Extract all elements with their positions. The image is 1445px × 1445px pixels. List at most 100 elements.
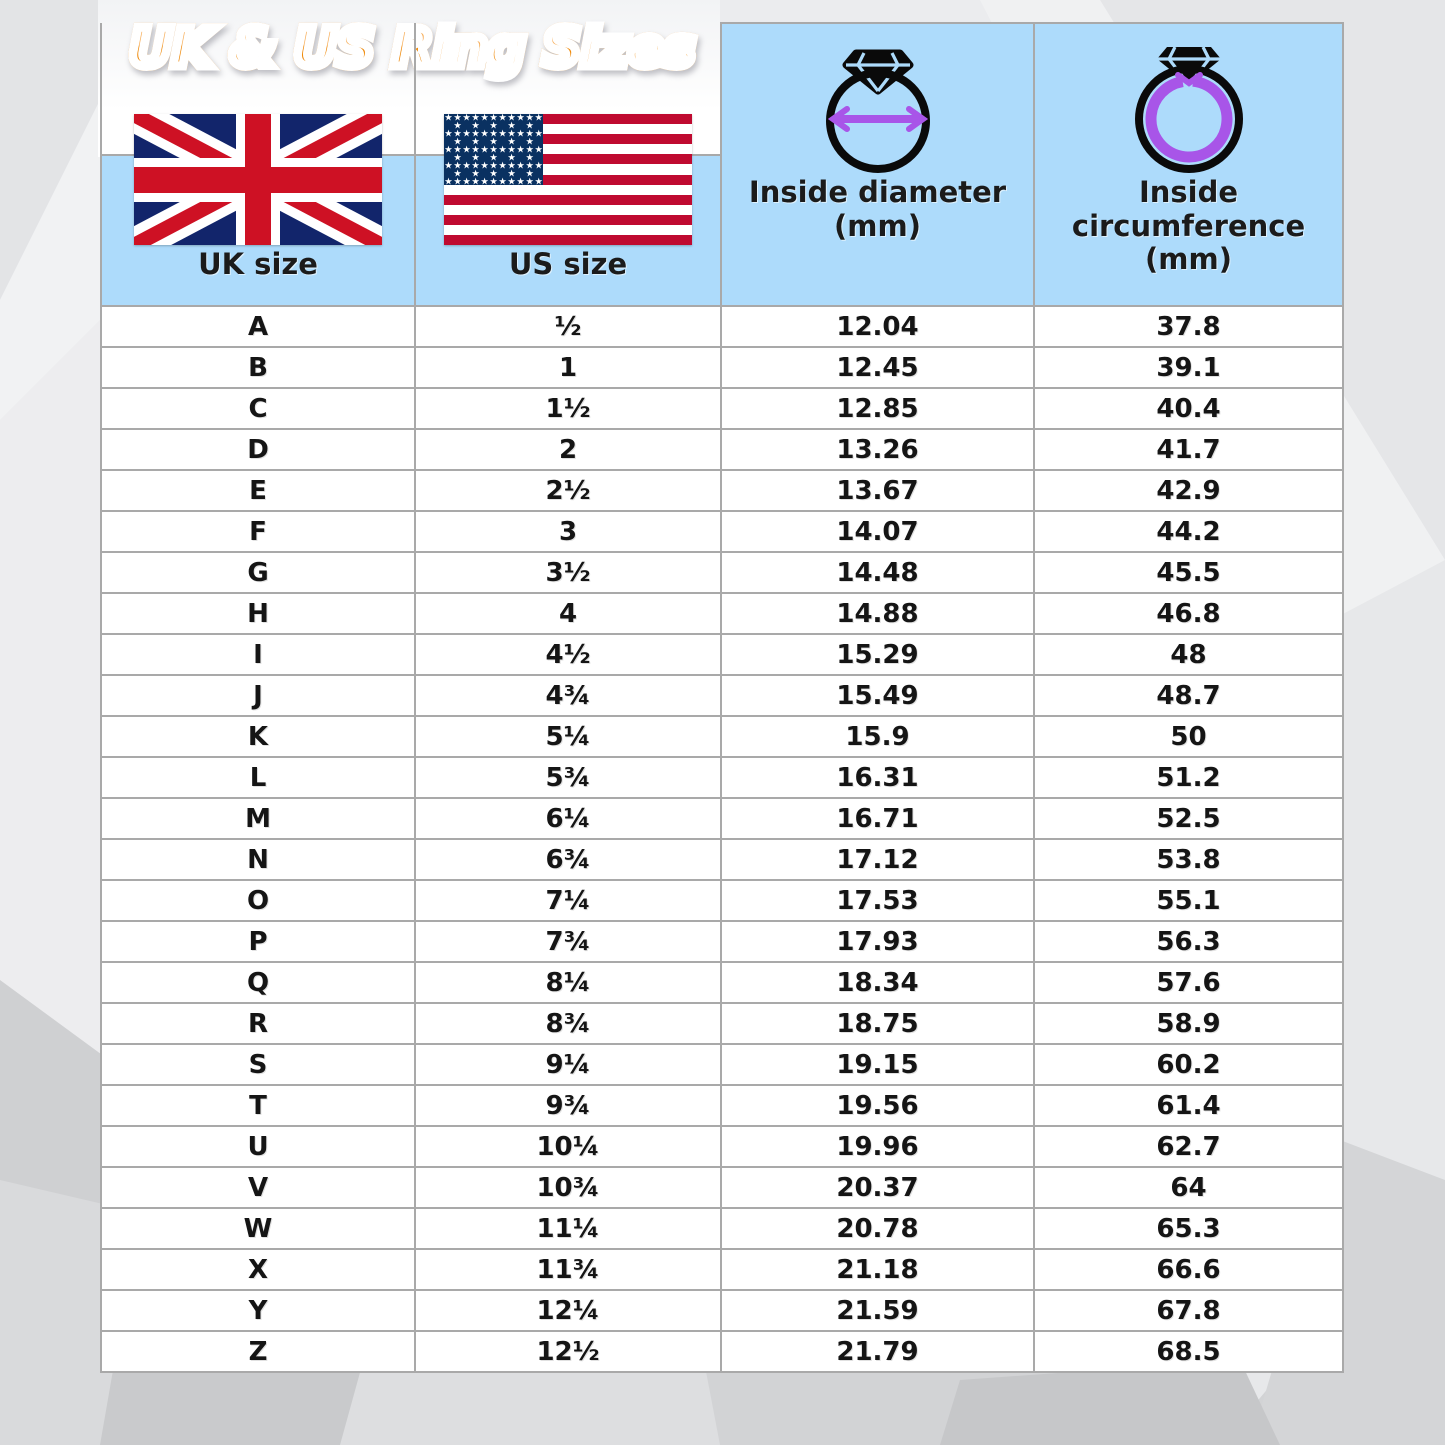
inside-diameter-cell: 20.78 xyxy=(720,1207,1035,1250)
inside-diameter-cell: 17.12 xyxy=(720,838,1035,881)
inside-diameter-cell: 17.93 xyxy=(720,920,1035,963)
table-row: C 1½ 12.85 40.4 xyxy=(100,387,1344,430)
uk-size-cell: Q xyxy=(100,961,416,1004)
inside-diameter-cell: 12.04 xyxy=(720,305,1035,348)
uk-size-cell: R xyxy=(100,1002,416,1045)
table-row: D 2 13.26 41.7 xyxy=(100,428,1344,471)
uk-size-cell: F xyxy=(100,510,416,553)
column-header-inside-diameter: Inside diameter (mm) xyxy=(720,22,1035,307)
uk-size-cell: V xyxy=(100,1166,416,1209)
uk-size-cell: G xyxy=(100,551,416,594)
inside-diameter-cell: 15.49 xyxy=(720,674,1035,717)
inside-diameter-cell: 12.85 xyxy=(720,387,1035,430)
inside-circumference-cell: 41.7 xyxy=(1033,428,1344,471)
inside-diameter-cell: 16.71 xyxy=(720,797,1035,840)
table-row: R 8¾ 18.75 58.9 xyxy=(100,1002,1344,1045)
column-header-us-size: ★ ★ ★ ★ ★ ★ ★ ★ ★ ★ ★ ★ ★ ★ ★ ★ ★ ★ ★ ★ ★ ★ ★ ★ ★ ★ ★ ★ ★ ★ ★ ★ ★ ★ ★ ★… xyxy=(414,23,723,307)
us-size-cell: 4¾ xyxy=(414,674,722,717)
table-row: Q 8¼ 18.34 57.6 xyxy=(100,961,1344,1004)
uk-size-cell: O xyxy=(100,879,416,922)
inside-circumference-cell: 37.8 xyxy=(1033,305,1344,348)
uk-size-cell: B xyxy=(100,346,416,389)
inside-circumference-cell: 44.2 xyxy=(1033,510,1344,553)
inside-circumference-line1: Inside xyxy=(1138,175,1239,209)
table-row: G 3½ 14.48 45.5 xyxy=(100,551,1344,594)
inside-circumference-cell: 55.1 xyxy=(1033,879,1344,922)
us-size-cell: 5¾ xyxy=(414,756,722,799)
us-size-cell: 8¾ xyxy=(414,1002,722,1045)
inside-circumference-cell: 46.8 xyxy=(1033,592,1344,635)
inside-diameter-cell: 13.67 xyxy=(720,469,1035,512)
table-row: P 7¾ 17.93 56.3 xyxy=(100,920,1344,963)
inside-diameter-cell: 19.15 xyxy=(720,1043,1035,1086)
column-header-uk-size-label: UK size xyxy=(198,247,318,282)
table-row: V 10¾ 20.37 64 xyxy=(100,1166,1344,1209)
us-size-cell: 8¼ xyxy=(414,961,722,1004)
table-row: W 11¼ 20.78 65.3 xyxy=(100,1207,1344,1250)
inside-circumference-cell: 48 xyxy=(1033,633,1344,676)
us-size-cell: 12½ xyxy=(414,1330,722,1373)
uk-size-cell: Z xyxy=(100,1330,416,1373)
inside-circumference-cell: 60.2 xyxy=(1033,1043,1344,1086)
ring-size-table-container: UK size ★ ★ ★ ★ ★ ★ ★ ★ ★ xyxy=(100,22,1344,1373)
inside-diameter-cell: 12.45 xyxy=(720,346,1035,389)
inside-circumference-cell: 52.5 xyxy=(1033,797,1344,840)
us-size-cell: 12¼ xyxy=(414,1289,722,1332)
table-body: A ½ 12.04 37.8 B 1 12.45 39.1 C 1½ 12.85 40.4 D 2 13.2… xyxy=(100,305,1344,1373)
us-size-cell: 11¼ xyxy=(414,1207,722,1250)
table-row: Z 12½ 21.79 68.5 xyxy=(100,1330,1344,1373)
table-row: B 1 12.45 39.1 xyxy=(100,346,1344,389)
inside-diameter-cell: 21.59 xyxy=(720,1289,1035,1332)
inside-diameter-cell: 14.48 xyxy=(720,551,1035,594)
uk-size-cell: M xyxy=(100,797,416,840)
inside-circumference-cell: 64 xyxy=(1033,1166,1344,1209)
us-size-cell: 9¾ xyxy=(414,1084,722,1127)
inside-circumference-cell: 39.1 xyxy=(1033,346,1344,389)
us-size-cell: 10¼ xyxy=(414,1125,722,1168)
inside-diameter-cell: 18.75 xyxy=(720,1002,1035,1045)
uk-size-cell: K xyxy=(100,715,416,758)
column-header-inside-circumference-label: Inside circumference (mm) xyxy=(1035,175,1342,277)
inside-circumference-cell: 66.6 xyxy=(1033,1248,1344,1291)
inside-diameter-cell: 20.37 xyxy=(720,1166,1035,1209)
inside-diameter-cell: 13.26 xyxy=(720,428,1035,471)
uk-size-cell: P xyxy=(100,920,416,963)
inside-circumference-cell: 50 xyxy=(1033,715,1344,758)
inside-diameter-cell: 18.34 xyxy=(720,961,1035,1004)
table-row: A ½ 12.04 37.8 xyxy=(100,305,1344,348)
ring-diameter-icon xyxy=(722,24,1033,176)
us-size-cell: 6¾ xyxy=(414,838,722,881)
table-row: O 7¼ 17.53 55.1 xyxy=(100,879,1344,922)
inside-circumference-cell: 48.7 xyxy=(1033,674,1344,717)
us-size-cell: 2½ xyxy=(414,469,722,512)
inside-diameter-cell: 21.79 xyxy=(720,1330,1035,1373)
us-size-cell: 4 xyxy=(414,592,722,635)
us-size-cell: 4½ xyxy=(414,633,722,676)
uk-flag-icon xyxy=(134,114,382,246)
uk-size-cell: E xyxy=(100,469,416,512)
uk-size-cell: W xyxy=(100,1207,416,1250)
uk-size-cell: A xyxy=(100,305,416,348)
inside-circumference-line3: (mm) xyxy=(1145,242,1232,277)
inside-circumference-cell: 40.4 xyxy=(1033,387,1344,430)
inside-circumference-cell: 42.9 xyxy=(1033,469,1344,512)
inside-diameter-cell: 19.56 xyxy=(720,1084,1035,1127)
inside-diameter-cell: 14.07 xyxy=(720,510,1035,553)
inside-circumference-cell: 51.2 xyxy=(1033,756,1344,799)
us-size-cell: 6¼ xyxy=(414,797,722,840)
table-row: Y 12¼ 21.59 67.8 xyxy=(100,1289,1344,1332)
inside-diameter-line1: Inside diameter xyxy=(748,175,1007,209)
uk-size-cell: N xyxy=(100,838,416,881)
uk-size-cell: Y xyxy=(100,1289,416,1332)
column-header-us-size-label: US size xyxy=(508,247,628,282)
inside-diameter-cell: 14.88 xyxy=(720,592,1035,635)
inside-circumference-cell: 53.8 xyxy=(1033,838,1344,881)
us-size-cell: 5¼ xyxy=(414,715,722,758)
inside-circumference-cell: 56.3 xyxy=(1033,920,1344,963)
uk-size-cell: U xyxy=(100,1125,416,1168)
inside-diameter-cell: 15.9 xyxy=(720,715,1035,758)
table-row: T 9¾ 19.56 61.4 xyxy=(100,1084,1344,1127)
us-size-cell: 3 xyxy=(414,510,722,553)
us-size-cell: 3½ xyxy=(414,551,722,594)
